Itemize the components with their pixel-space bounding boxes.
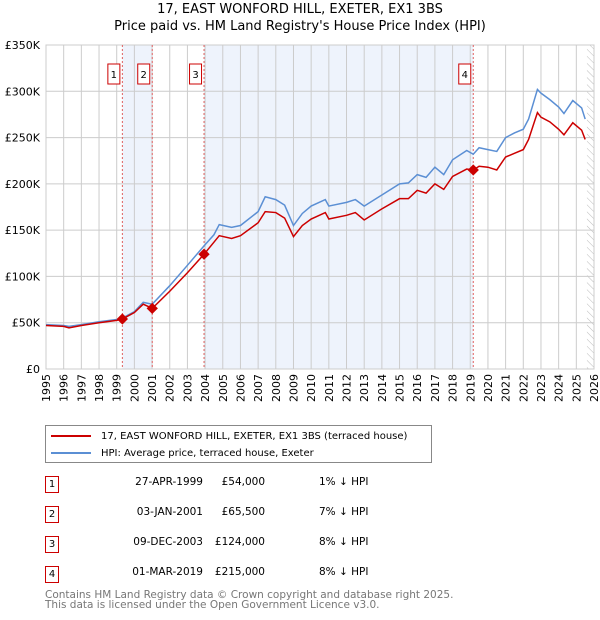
x-tick-label: 2002 — [164, 374, 177, 402]
x-tick-label: 1996 — [58, 374, 71, 402]
sale-marker-label: 4 — [462, 70, 468, 81]
sale-marker-box — [137, 63, 151, 85]
x-tick-label: 1998 — [93, 374, 106, 402]
x-tick-label: 2026 — [588, 374, 600, 402]
plot-border — [45, 44, 595, 370]
sale-point — [467, 164, 479, 176]
x-tick-label: 2005 — [217, 374, 230, 402]
x-tick-label: 2014 — [376, 374, 389, 402]
sale-row: 1 27-APR-1999 £54,000 1% ↓ HPI — [45, 476, 445, 496]
price-chart: 1995 1996 1997 1998 1999 2000 2001 2002 2003 2004… — [5, 39, 600, 402]
sale-date: 01-MAR-2019 — [132, 566, 203, 578]
shaded-period — [122, 45, 153, 369]
x-tick-label: 2017 — [429, 374, 442, 402]
sale-hpi-diff: 8% ↓ HPI — [319, 536, 369, 548]
x-tick-label: 2006 — [234, 374, 247, 402]
sale-date: 27-APR-1999 — [135, 476, 203, 488]
future-hatch — [586, 45, 594, 369]
chart-subtitle: Price paid vs. HM Land Registry's House … — [114, 19, 486, 34]
y-tick-label: £300K — [5, 85, 41, 98]
sale-price: £215,000 — [214, 566, 265, 578]
shaded-period — [204, 45, 474, 369]
x-tick-label: 2013 — [358, 374, 371, 402]
legend-item-hpi: HPI: Average price, terraced house, Exet… — [51, 446, 314, 460]
x-tick-label: 2001 — [146, 374, 159, 402]
x-tick-label: 2025 — [570, 374, 583, 402]
sale-price: £54,000 — [221, 476, 265, 488]
x-tick-label: 1995 — [40, 374, 53, 402]
sale-marker-badge: 2 — [45, 506, 59, 523]
sale-row: 4 01-MAR-2019 £215,000 8% ↓ HPI — [45, 566, 445, 586]
y-tick-label: £200K — [5, 178, 41, 191]
sale-date: 09-DEC-2003 — [133, 536, 203, 548]
x-tick-label: 1997 — [75, 374, 88, 402]
sale-row: 3 09-DEC-2003 £124,000 8% ↓ HPI — [45, 536, 445, 556]
y-tick-label: £0 — [26, 363, 40, 376]
legend-swatch-blue — [51, 452, 91, 454]
legend-label: HPI: Average price, terraced house, Exet… — [101, 447, 314, 459]
sale-marker-badge: 4 — [45, 566, 59, 583]
x-tick-label: 2018 — [447, 374, 460, 402]
sale-price: £65,500 — [221, 506, 265, 518]
sale-marker-label: 3 — [192, 70, 198, 81]
sale-point — [198, 248, 210, 260]
footer-copyright: Contains HM Land Registry data © Crown c… — [45, 589, 454, 601]
sale-row: 2 03-JAN-2001 £65,500 7% ↓ HPI — [45, 506, 445, 526]
x-tick-label: 2020 — [482, 374, 495, 402]
x-tick-label: 2021 — [500, 374, 513, 402]
sale-hpi-diff: 7% ↓ HPI — [319, 506, 369, 518]
sale-marker-badge: 1 — [45, 476, 59, 493]
x-tick-label: 2012 — [341, 374, 354, 402]
series-line — [45, 87, 586, 328]
sale-marker-box — [458, 63, 472, 85]
sale-point — [146, 302, 158, 315]
legend-swatch-red — [51, 435, 91, 437]
x-tick-label: 2023 — [535, 374, 548, 402]
x-tick-label: 2019 — [464, 374, 477, 402]
y-tick-label: £100K — [5, 270, 41, 283]
x-tick-label: 2008 — [270, 374, 283, 402]
sale-marker-label: 1 — [111, 70, 117, 81]
x-tick-label: 2015 — [394, 374, 407, 402]
x-tick-label: 2007 — [252, 374, 265, 402]
sale-marker-box — [107, 63, 121, 85]
x-tick-label: 2011 — [323, 374, 336, 402]
sale-marker-badge: 3 — [45, 536, 59, 553]
footer-licence: This data is licensed under the Open Gov… — [45, 599, 380, 611]
x-tick-label: 2009 — [287, 374, 300, 402]
sale-price: £124,000 — [214, 536, 265, 548]
sale-marker-label: 2 — [141, 70, 147, 81]
chart-title: 17, EAST WONFORD HILL, EXETER, EX1 3BS — [157, 2, 443, 17]
x-tick-label: 2004 — [199, 374, 212, 402]
legend: 17, EAST WONFORD HILL, EXETER, EX1 3BS (… — [45, 425, 432, 463]
x-tick-label: 2024 — [553, 374, 566, 402]
y-tick-label: £150K — [5, 224, 41, 237]
legend-item-property: 17, EAST WONFORD HILL, EXETER, EX1 3BS (… — [51, 429, 407, 443]
x-tick-label: 2016 — [411, 374, 424, 402]
x-tick-label: 2003 — [181, 374, 194, 402]
y-tick-label: £250K — [5, 132, 41, 145]
sale-marker-box — [189, 63, 203, 85]
x-tick-label: 2010 — [305, 374, 318, 402]
x-tick-label: 1999 — [111, 374, 124, 402]
footer: Contains HM Land Registry data © Crown c… — [45, 589, 454, 611]
x-tick-label: 2022 — [517, 374, 530, 402]
sale-hpi-diff: 8% ↓ HPI — [319, 566, 369, 578]
sale-date: 03-JAN-2001 — [136, 506, 203, 518]
sale-hpi-diff: 1% ↓ HPI — [319, 476, 369, 488]
y-tick-label: £50K — [12, 317, 41, 330]
y-tick-label: £350K — [5, 39, 41, 52]
x-tick-label: 2000 — [128, 374, 141, 402]
legend-label: 17, EAST WONFORD HILL, EXETER, EX1 3BS (… — [101, 430, 408, 442]
